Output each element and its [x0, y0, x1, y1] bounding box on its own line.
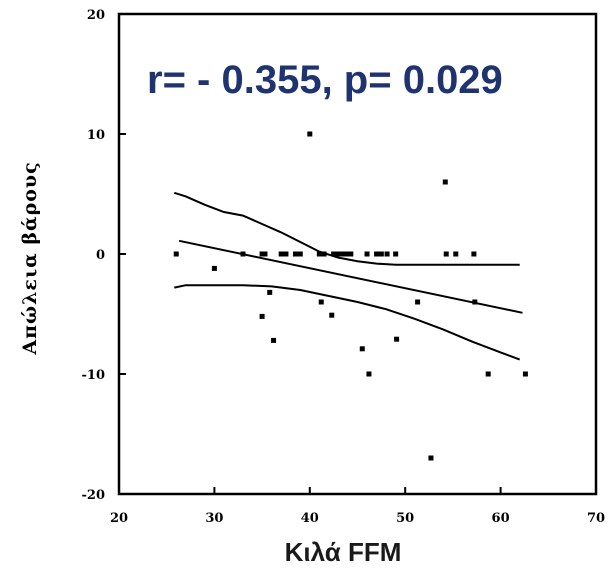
data-point [278, 251, 284, 257]
data-point [335, 251, 341, 257]
data-point [329, 312, 335, 318]
data-point [267, 289, 273, 295]
data-point [283, 251, 289, 257]
data-point [331, 251, 337, 257]
x-tick-label: 30 [205, 511, 223, 526]
data-point [321, 251, 327, 257]
data-point [378, 251, 384, 257]
data-point [443, 251, 449, 257]
data-point [364, 251, 370, 257]
data-point [415, 299, 421, 305]
data-point [453, 251, 459, 257]
y-axis-label: Απώλεια βάρους [19, 161, 41, 355]
data-point [394, 336, 400, 342]
data-point [522, 371, 528, 377]
data-point [471, 251, 477, 257]
data-point [345, 251, 351, 257]
y-tick-label: 0 [96, 248, 105, 263]
data-point [292, 251, 298, 257]
x-tick-label: 50 [396, 511, 414, 526]
x-tick-label: 70 [587, 511, 605, 526]
data-point [271, 337, 277, 343]
y-tick-label: -20 [82, 488, 106, 503]
data-point [393, 251, 399, 257]
data-point [307, 131, 313, 137]
points-layer [173, 131, 528, 461]
x-tick-label: 40 [301, 511, 319, 526]
chart-annotation: r= - 0.355, p= 0.029 [147, 58, 503, 102]
regression-line [178, 239, 523, 314]
tick-labels-layer: 20 30 40 50 60 70 -20 -10 0 10 20 [82, 8, 606, 526]
data-point [485, 371, 491, 377]
x-axis-label: Κιλά FFM [285, 537, 402, 567]
curves-layer [174, 191, 523, 361]
ticks-layer [118, 13, 597, 495]
data-point [318, 299, 324, 305]
data-point [262, 251, 268, 257]
data-point [348, 251, 354, 257]
data-point [316, 251, 322, 257]
data-point [297, 251, 303, 257]
x-tick-label: 60 [492, 511, 510, 526]
y-tick-label: 20 [87, 8, 105, 23]
data-point [472, 299, 478, 305]
data-point [428, 455, 434, 461]
data-point [340, 251, 346, 257]
data-point [259, 313, 265, 319]
data-point [211, 265, 217, 271]
data-point [366, 371, 372, 377]
data-point [359, 346, 365, 352]
data-point [240, 251, 246, 257]
data-point [374, 251, 380, 257]
y-tick-label: 10 [87, 128, 105, 143]
data-point [173, 251, 179, 257]
data-point [259, 251, 265, 257]
data-point [384, 251, 390, 257]
y-tick-label: -10 [82, 368, 106, 383]
lower-confidence-band [174, 284, 521, 361]
x-tick-label: 20 [110, 511, 128, 526]
data-point [442, 179, 448, 185]
